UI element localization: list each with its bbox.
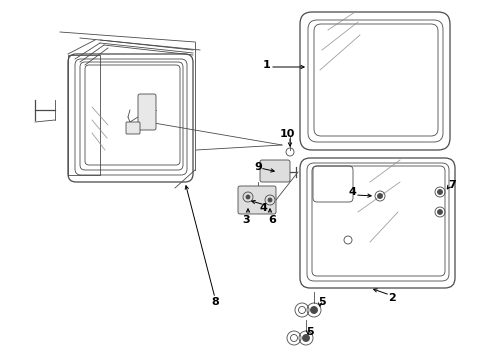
Text: 2: 2 — [388, 293, 396, 303]
Circle shape — [246, 195, 250, 199]
FancyBboxPatch shape — [260, 160, 290, 182]
Circle shape — [311, 306, 318, 314]
Text: 10: 10 — [279, 129, 294, 139]
Circle shape — [268, 198, 272, 202]
Text: 4: 4 — [348, 187, 356, 197]
Circle shape — [302, 334, 310, 342]
Circle shape — [438, 189, 442, 194]
Text: 7: 7 — [448, 180, 456, 190]
Text: 5: 5 — [306, 327, 314, 337]
Text: 4: 4 — [259, 203, 267, 213]
Text: 6: 6 — [268, 215, 276, 225]
Text: 5: 5 — [318, 297, 326, 307]
Text: 1: 1 — [263, 60, 271, 70]
Text: 8: 8 — [211, 297, 219, 307]
FancyBboxPatch shape — [238, 186, 276, 214]
FancyBboxPatch shape — [126, 122, 140, 134]
FancyBboxPatch shape — [138, 94, 156, 130]
Circle shape — [377, 194, 383, 198]
Text: 3: 3 — [242, 215, 250, 225]
Circle shape — [438, 210, 442, 215]
Text: 9: 9 — [254, 162, 262, 172]
